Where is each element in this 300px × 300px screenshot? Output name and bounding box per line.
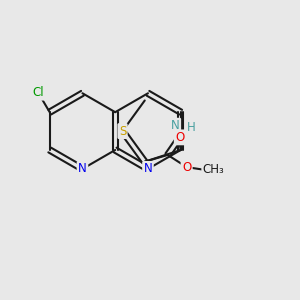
Text: CH₃: CH₃ [203,163,224,176]
Text: Cl: Cl [32,86,44,99]
Text: N: N [171,119,180,132]
Text: O: O [175,131,184,144]
Text: N: N [78,162,87,176]
Text: N: N [144,162,152,176]
Text: S: S [119,124,126,138]
Text: H: H [187,121,196,134]
Text: O: O [182,160,191,174]
